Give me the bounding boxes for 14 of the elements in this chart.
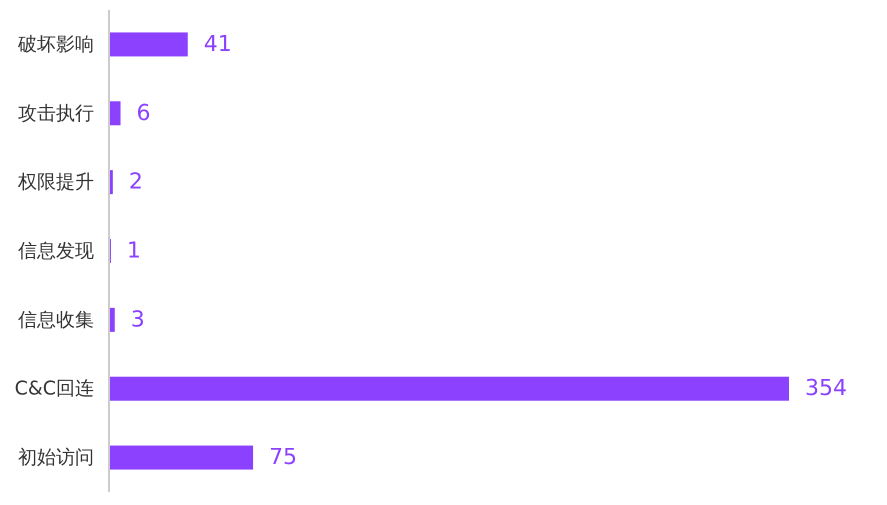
data-label: 1 — [126, 238, 141, 264]
data-label: 3 — [130, 307, 145, 332]
data-label: 41 — [204, 32, 232, 57]
y-tick-label: 破坏影响 — [17, 33, 94, 56]
y-tick-label: 信息收集 — [18, 308, 94, 331]
data-label: 6 — [136, 100, 151, 126]
y-tick-label: 攻击执行 — [18, 102, 94, 124]
y-tick-label: 权限提升 — [17, 171, 94, 194]
data-label: 75 — [269, 445, 298, 470]
y-tick-label: 初始访问 — [18, 446, 94, 469]
y-tick-label: C&C回连 — [14, 378, 94, 400]
data-label: 2 — [128, 170, 143, 195]
y-tick-label: 信息发现 — [18, 240, 94, 262]
data-label: 354 — [805, 376, 847, 402]
